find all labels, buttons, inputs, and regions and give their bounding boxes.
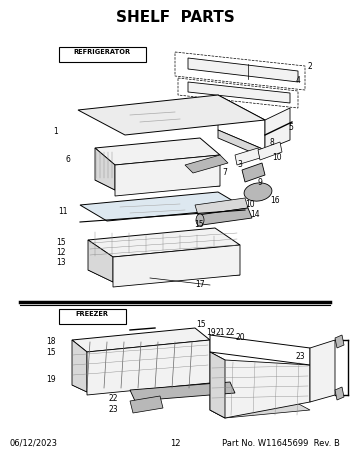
Polygon shape [218, 130, 265, 158]
Polygon shape [88, 228, 240, 257]
Polygon shape [235, 148, 260, 165]
Ellipse shape [196, 214, 204, 226]
Text: 6: 6 [65, 155, 70, 164]
Polygon shape [242, 163, 265, 182]
Ellipse shape [244, 183, 272, 201]
Text: 23: 23 [296, 352, 306, 361]
Polygon shape [335, 335, 344, 348]
Polygon shape [80, 192, 245, 221]
Text: 10: 10 [245, 200, 255, 209]
Polygon shape [95, 138, 220, 165]
Polygon shape [78, 95, 265, 135]
Polygon shape [88, 264, 240, 282]
Polygon shape [195, 198, 248, 215]
Polygon shape [87, 340, 210, 395]
Polygon shape [188, 58, 298, 82]
Text: 20: 20 [236, 333, 246, 342]
Text: 2: 2 [308, 62, 313, 71]
Text: 21: 21 [216, 328, 225, 337]
Text: 15: 15 [196, 320, 206, 329]
Text: 10: 10 [272, 153, 282, 162]
Polygon shape [72, 340, 87, 392]
Text: SHELF  PARTS: SHELF PARTS [116, 10, 234, 25]
Polygon shape [72, 328, 210, 352]
Polygon shape [72, 376, 210, 392]
Polygon shape [198, 208, 252, 225]
Text: 8: 8 [270, 138, 275, 147]
Text: REFRIGERATOR: REFRIGERATOR [74, 49, 131, 55]
Text: 11: 11 [58, 207, 68, 216]
Polygon shape [210, 352, 310, 418]
Text: 12: 12 [170, 439, 180, 448]
Text: 4: 4 [296, 76, 301, 85]
Text: 23: 23 [108, 405, 118, 414]
Polygon shape [115, 155, 220, 196]
Text: 5: 5 [288, 123, 293, 132]
Polygon shape [265, 108, 290, 150]
Text: 06/12/2023: 06/12/2023 [10, 439, 58, 448]
Polygon shape [130, 382, 235, 401]
Polygon shape [188, 82, 290, 103]
Polygon shape [95, 176, 220, 190]
Text: 3: 3 [237, 160, 242, 169]
Text: 22: 22 [108, 394, 118, 403]
Text: 19: 19 [46, 375, 56, 384]
Text: 13: 13 [56, 258, 66, 267]
Polygon shape [258, 142, 282, 160]
Text: FREEZER: FREEZER [76, 311, 108, 317]
Polygon shape [88, 240, 113, 282]
Text: Part No. W11645699  Rev. B: Part No. W11645699 Rev. B [222, 439, 340, 448]
Text: 9: 9 [258, 178, 263, 187]
Polygon shape [218, 95, 265, 150]
Text: 15: 15 [194, 220, 204, 229]
Text: 14: 14 [250, 210, 260, 219]
Polygon shape [130, 396, 163, 413]
Text: 1: 1 [53, 127, 58, 136]
Polygon shape [210, 352, 225, 418]
Text: 17: 17 [195, 280, 205, 289]
Polygon shape [185, 155, 228, 173]
Text: 12: 12 [56, 248, 66, 257]
Polygon shape [113, 245, 240, 287]
Text: 15: 15 [46, 348, 56, 357]
Polygon shape [95, 148, 115, 190]
Text: 7: 7 [222, 168, 227, 177]
Polygon shape [335, 387, 344, 400]
Polygon shape [210, 335, 310, 365]
Text: 18: 18 [47, 337, 56, 346]
FancyBboxPatch shape [59, 47, 146, 62]
Text: 15: 15 [56, 238, 66, 247]
Text: 19: 19 [206, 328, 216, 337]
Polygon shape [310, 340, 335, 402]
Text: 16: 16 [270, 196, 280, 205]
Text: 22: 22 [226, 328, 236, 337]
Polygon shape [210, 402, 310, 418]
FancyBboxPatch shape [59, 309, 126, 324]
